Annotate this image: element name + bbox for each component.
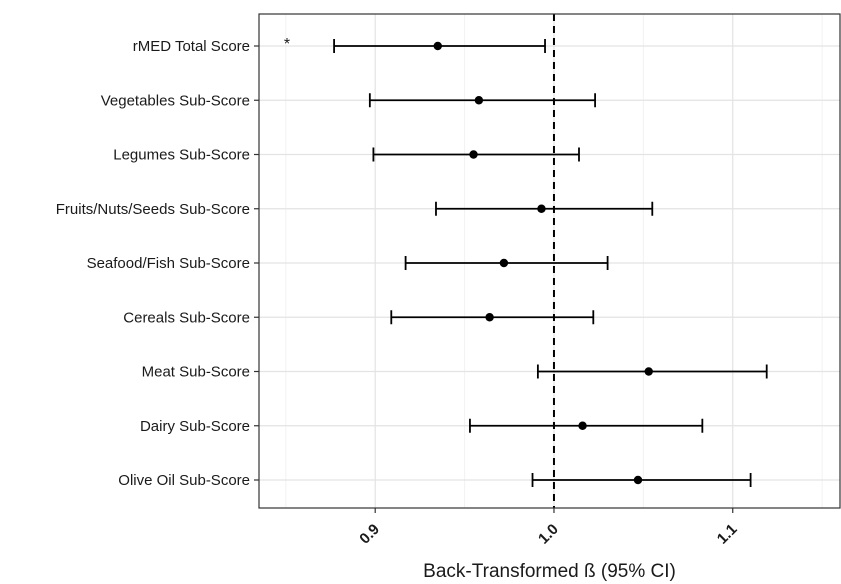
forest-row — [404, 256, 609, 270]
x-tick-label: 0.9 — [356, 521, 383, 548]
forest-row — [372, 147, 580, 162]
point-estimate — [485, 313, 494, 322]
y-tick-label: Cereals Sub-Score — [123, 309, 250, 326]
y-tick-label: Vegetables Sub-Score — [101, 92, 250, 109]
y-tick-label: Seafood/Fish Sub-Score — [87, 255, 250, 272]
y-tick-label: Olive Oil Sub-Score — [118, 472, 250, 489]
y-tick-label: rMED Total Score — [133, 38, 250, 55]
forest-row — [368, 93, 596, 108]
marks-layer: * — [284, 36, 768, 487]
grid-layer — [259, 14, 840, 508]
forest-row — [536, 364, 768, 379]
point-estimate — [474, 96, 484, 105]
x-tick-label: 1.0 — [535, 521, 562, 548]
point-estimate — [633, 475, 643, 485]
panel-frame-layer — [258, 13, 841, 509]
significance-annotation: * — [284, 36, 290, 53]
forest-row: * — [284, 36, 546, 53]
point-estimate — [578, 421, 587, 430]
point-estimate — [469, 150, 478, 159]
forest-row — [435, 201, 654, 216]
y-tick-label: Fruits/Nuts/Seeds Sub-Score — [56, 201, 250, 218]
x-tick-labels: 0.9 1.0 1.1 — [356, 508, 741, 548]
forest-row — [390, 310, 595, 325]
point-estimate — [433, 41, 442, 51]
forest-row — [531, 473, 752, 487]
panel-border — [258, 13, 841, 509]
y-tick-label: Dairy Sub-Score — [140, 418, 250, 435]
y-tick-labels: rMED Total Score Vegetables Sub-Score Legu… — [56, 38, 259, 489]
point-estimate — [644, 367, 653, 376]
forest-row — [469, 418, 704, 433]
y-tick-label: Meat Sub-Score — [142, 364, 250, 381]
panel-background — [259, 14, 840, 508]
point-estimate — [537, 204, 546, 213]
point-estimate — [499, 258, 509, 268]
y-tick-label: Legumes Sub-Score — [113, 147, 250, 164]
x-tick-label: 1.1 — [714, 521, 741, 548]
x-axis-title: Back-Transformed ß (95% CI) — [423, 561, 676, 582]
